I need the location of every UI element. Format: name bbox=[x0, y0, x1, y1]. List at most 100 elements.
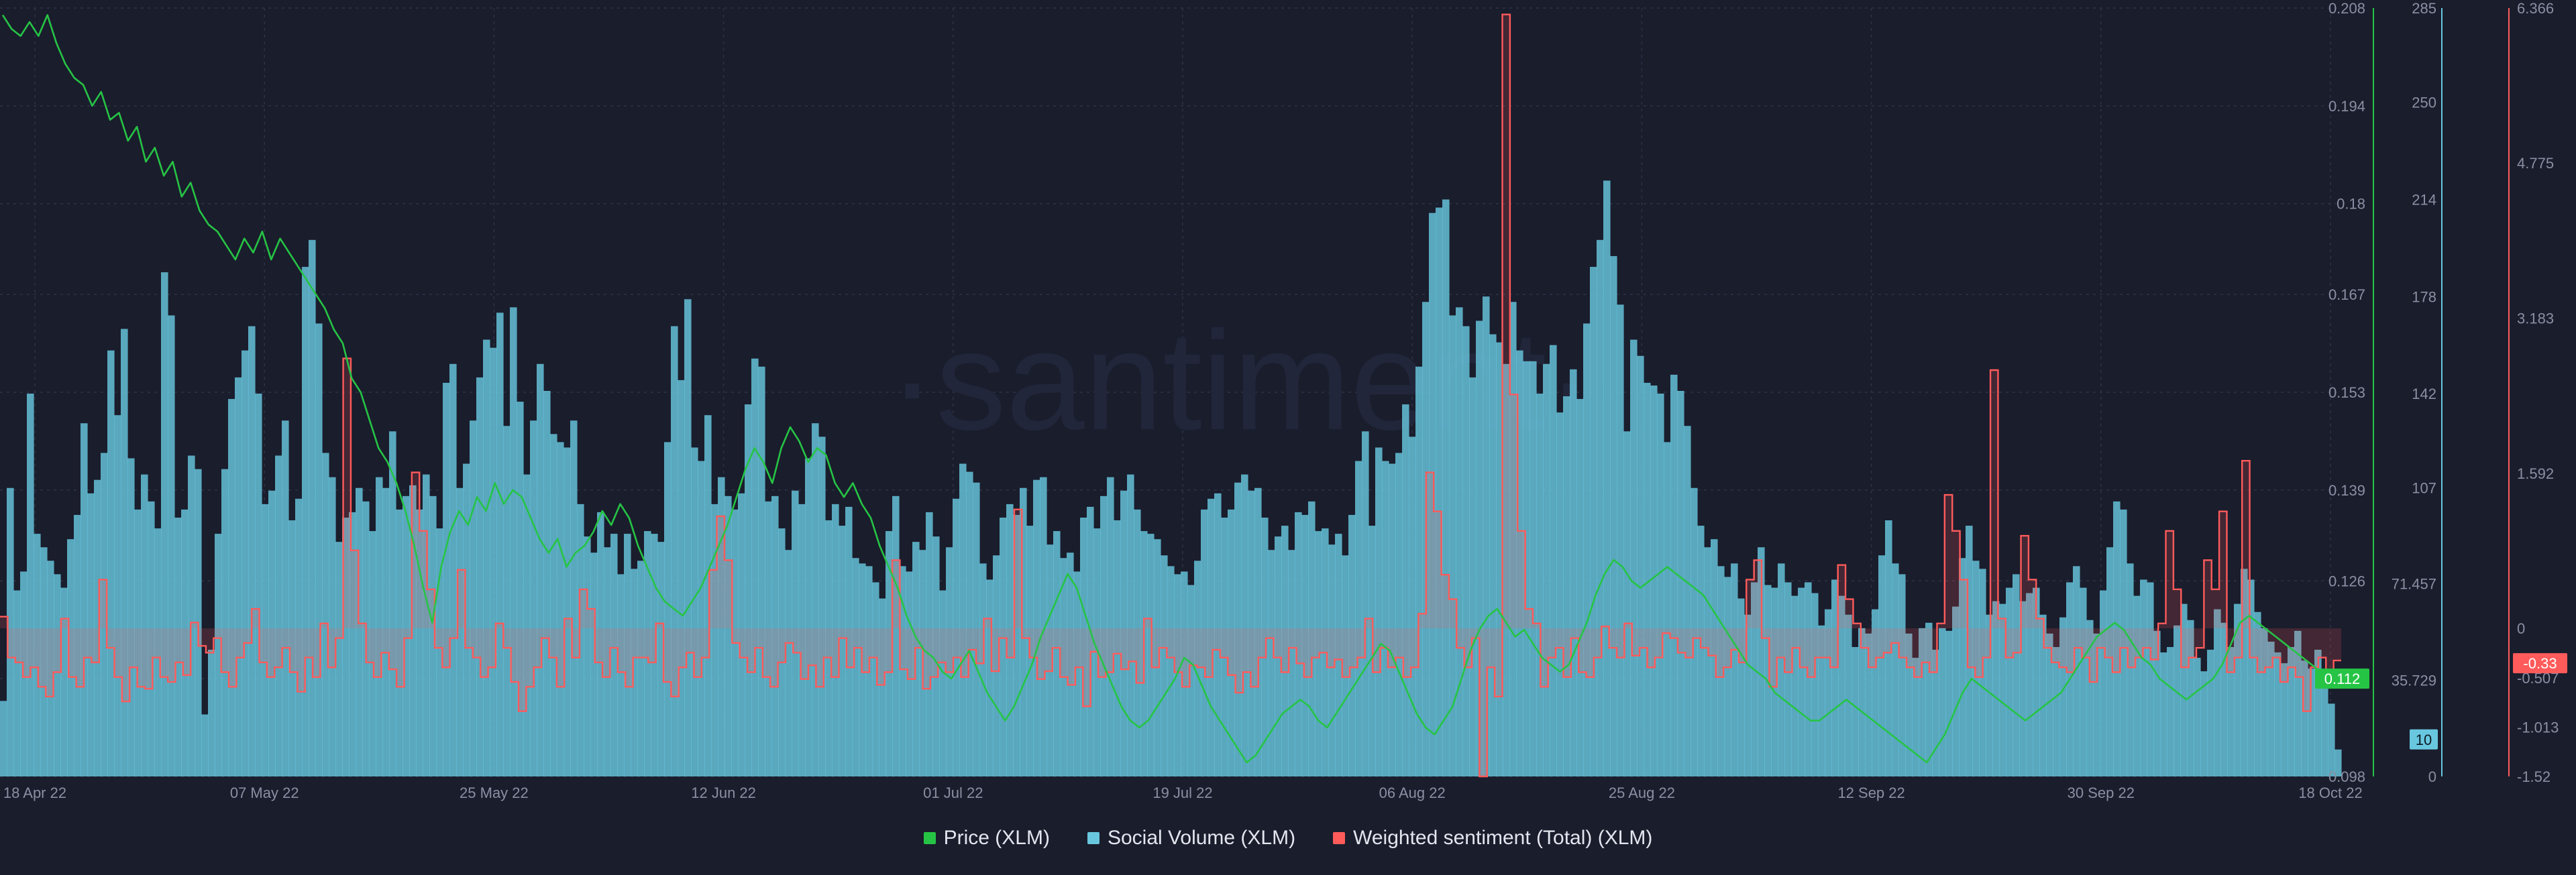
x-axis-tick: 30 Sep 22 bbox=[2068, 784, 2135, 801]
social-volume-bar bbox=[2200, 671, 2208, 776]
x-axis-tick: 01 Jul 22 bbox=[923, 784, 983, 801]
social-volume-bar bbox=[644, 531, 651, 776]
social-volume-bar bbox=[1556, 412, 1564, 776]
social-volume-bar bbox=[1952, 606, 1960, 776]
social-volume-bar bbox=[1597, 239, 1604, 776]
social-volume-bar bbox=[2261, 628, 2268, 776]
social-volume-bar bbox=[1181, 571, 1188, 776]
social-volume-axis-tick: 250 bbox=[2412, 95, 2436, 111]
social-volume-bar bbox=[1201, 509, 1208, 776]
social-volume-bar bbox=[74, 514, 81, 776]
legend-label-weighted-sentiment: Weighted sentiment (Total) (XLM) bbox=[1353, 827, 1653, 849]
social-volume-bar bbox=[1483, 296, 1490, 776]
social-volume-bar bbox=[1127, 474, 1134, 776]
social-volume-bar bbox=[496, 312, 504, 776]
social-volume-bar bbox=[2133, 595, 2141, 776]
social-volume-bar bbox=[476, 377, 484, 776]
social-volume-bar bbox=[839, 526, 846, 776]
social-volume-bar bbox=[0, 701, 7, 776]
social-volume-bar bbox=[2220, 622, 2228, 776]
social-volume-bar bbox=[2301, 660, 2308, 776]
legend-label-social-volume: Social Volume (XLM) bbox=[1107, 827, 1296, 849]
social-volume-bars bbox=[0, 180, 2342, 777]
social-volume-bar bbox=[2160, 652, 2167, 776]
social-volume-bar bbox=[570, 420, 578, 776]
sentiment-axis-tick: 1.592 bbox=[2517, 465, 2554, 482]
price-axis-tick: 0.098 bbox=[2328, 768, 2365, 785]
social-volume-bar bbox=[1033, 479, 1040, 776]
social-volume-bar bbox=[416, 509, 423, 776]
social-volume-bar bbox=[262, 504, 269, 776]
social-volume-bar bbox=[973, 482, 980, 776]
social-volume-bar bbox=[1945, 630, 1953, 776]
social-volume-axis-tick: 107 bbox=[2412, 480, 2436, 497]
social-volume-bar bbox=[1684, 426, 1691, 776]
social-volume-bar bbox=[872, 582, 879, 776]
x-axis-tick: 12 Jun 22 bbox=[691, 784, 756, 801]
social-volume-bar bbox=[2321, 674, 2328, 776]
social-volume-bar bbox=[2019, 601, 2027, 776]
legend-item-weighted-sentiment[interactable]: Weighted sentiment (Total) (XLM) bbox=[1333, 827, 1652, 850]
social-volume-bar bbox=[1791, 595, 1799, 776]
social-volume-bar bbox=[564, 447, 571, 776]
social-volume-bar bbox=[409, 485, 417, 776]
social-volume-bar bbox=[805, 458, 812, 776]
social-volume-bar bbox=[2059, 617, 2067, 776]
social-volume-bar bbox=[1295, 512, 1302, 776]
social-volume-axis-tick: 35.729 bbox=[2392, 672, 2436, 689]
social-volume-bar bbox=[2180, 603, 2188, 776]
social-volume-bar bbox=[1831, 579, 1839, 776]
social-volume-bar bbox=[2267, 641, 2275, 776]
social-volume-bar bbox=[2234, 603, 2241, 776]
social-volume-axis-tick: 71.457 bbox=[2392, 576, 2436, 593]
social-volume-bar bbox=[1758, 547, 1765, 776]
social-volume-bar bbox=[1362, 431, 1369, 776]
social-volume-bar bbox=[1543, 363, 1550, 776]
social-volume-bar bbox=[1992, 601, 2000, 776]
social-volume-bar bbox=[812, 423, 819, 776]
price-axis-tick: 0.167 bbox=[2328, 286, 2365, 303]
social-volume-bar bbox=[1308, 501, 1316, 776]
social-volume-bar bbox=[255, 394, 262, 776]
social-volume-bar bbox=[402, 495, 410, 776]
social-volume-bar bbox=[356, 487, 363, 776]
social-volume-bar bbox=[2241, 569, 2248, 776]
social-volume-bar bbox=[13, 590, 21, 776]
social-volume-bar bbox=[597, 512, 604, 776]
social-volume-bar bbox=[2187, 620, 2194, 776]
social-volume-bar bbox=[1006, 504, 1014, 776]
social-volume-bar bbox=[268, 490, 276, 776]
social-volume-bar bbox=[349, 512, 356, 776]
social-volume-bar bbox=[1442, 199, 1450, 776]
social-volume-bar bbox=[188, 455, 195, 776]
social-volume-bar bbox=[1469, 377, 1477, 776]
social-volume-bar bbox=[1878, 555, 1886, 776]
social-volume-bar bbox=[1375, 447, 1383, 776]
social-volume-bar bbox=[1221, 517, 1228, 776]
social-volume-bar bbox=[678, 380, 685, 776]
social-volume-bar bbox=[436, 528, 443, 776]
social-volume-bar bbox=[604, 547, 611, 776]
social-volume-bar bbox=[1288, 550, 1295, 776]
social-volume-bar bbox=[1281, 526, 1289, 776]
social-volume-bar bbox=[1228, 509, 1235, 776]
legend-item-price[interactable]: Price (XLM) bbox=[923, 827, 1050, 850]
social-volume-bar bbox=[1892, 563, 1899, 776]
weighted-sentiment-line bbox=[0, 13, 2341, 778]
social-volume-bar bbox=[1959, 558, 1966, 776]
social-volume-bar bbox=[1570, 369, 1577, 776]
social-volume-bar bbox=[2026, 593, 2033, 776]
social-volume-bar bbox=[1523, 361, 1530, 776]
social-volume-bar bbox=[617, 574, 625, 776]
social-volume-bar bbox=[1248, 490, 1255, 776]
social-volume-bar bbox=[369, 531, 376, 776]
weighted-sentiment-area bbox=[0, 14, 2341, 777]
social-volume-bar bbox=[449, 363, 457, 776]
legend-item-social-volume[interactable]: Social Volume (XLM) bbox=[1087, 827, 1295, 850]
social-volume-bar bbox=[557, 442, 564, 776]
social-volume-bar bbox=[2328, 703, 2335, 776]
social-volume-bar bbox=[1067, 552, 1074, 776]
social-volume-bar bbox=[148, 501, 155, 776]
social-volume-bar bbox=[2093, 633, 2100, 776]
